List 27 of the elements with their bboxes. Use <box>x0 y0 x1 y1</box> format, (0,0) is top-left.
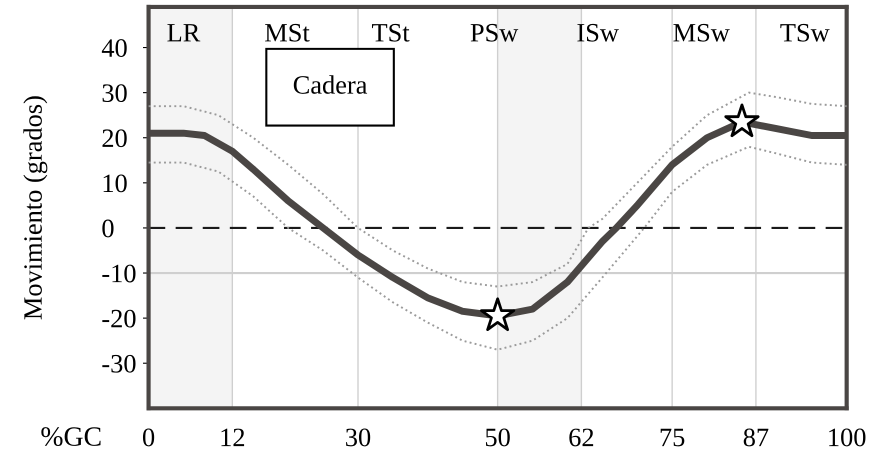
x-tick-label: 100 <box>829 428 866 446</box>
y-tick-label: 40 <box>102 39 127 57</box>
annotation: TSw <box>780 24 830 42</box>
annotation: MSt <box>265 24 310 42</box>
y-axis-title: Movimiento (grados) <box>23 96 48 320</box>
x-tick-label: 30 <box>346 428 370 446</box>
annotation: MSw <box>673 24 730 42</box>
x-tick-label: 62 <box>569 428 594 446</box>
x-tick-label: 75 <box>660 428 684 446</box>
y-tick-label: -10 <box>102 264 136 282</box>
y-tick-label: 30 <box>102 84 127 102</box>
annotation: PSw <box>470 24 518 42</box>
y-tick-label: -30 <box>102 354 136 373</box>
x-tick-label: 50 <box>486 428 510 446</box>
x-axis-title: %GC <box>41 427 101 446</box>
y-tick-label: 10 <box>104 174 127 192</box>
annotation: Cadera <box>294 75 368 94</box>
annotation: TSt <box>372 24 410 42</box>
annotation: ISw <box>577 24 619 42</box>
y-tick-label: -20 <box>102 310 136 328</box>
annotation: LR <box>167 24 200 42</box>
x-tick-label: 87 <box>744 428 768 446</box>
line-series <box>148 146 847 351</box>
y-tick-label: 0 <box>102 220 114 238</box>
x-tick-label: 12 <box>221 428 244 446</box>
y-tick-label: 20 <box>102 129 127 148</box>
x-tick-label: 0 <box>142 428 154 446</box>
